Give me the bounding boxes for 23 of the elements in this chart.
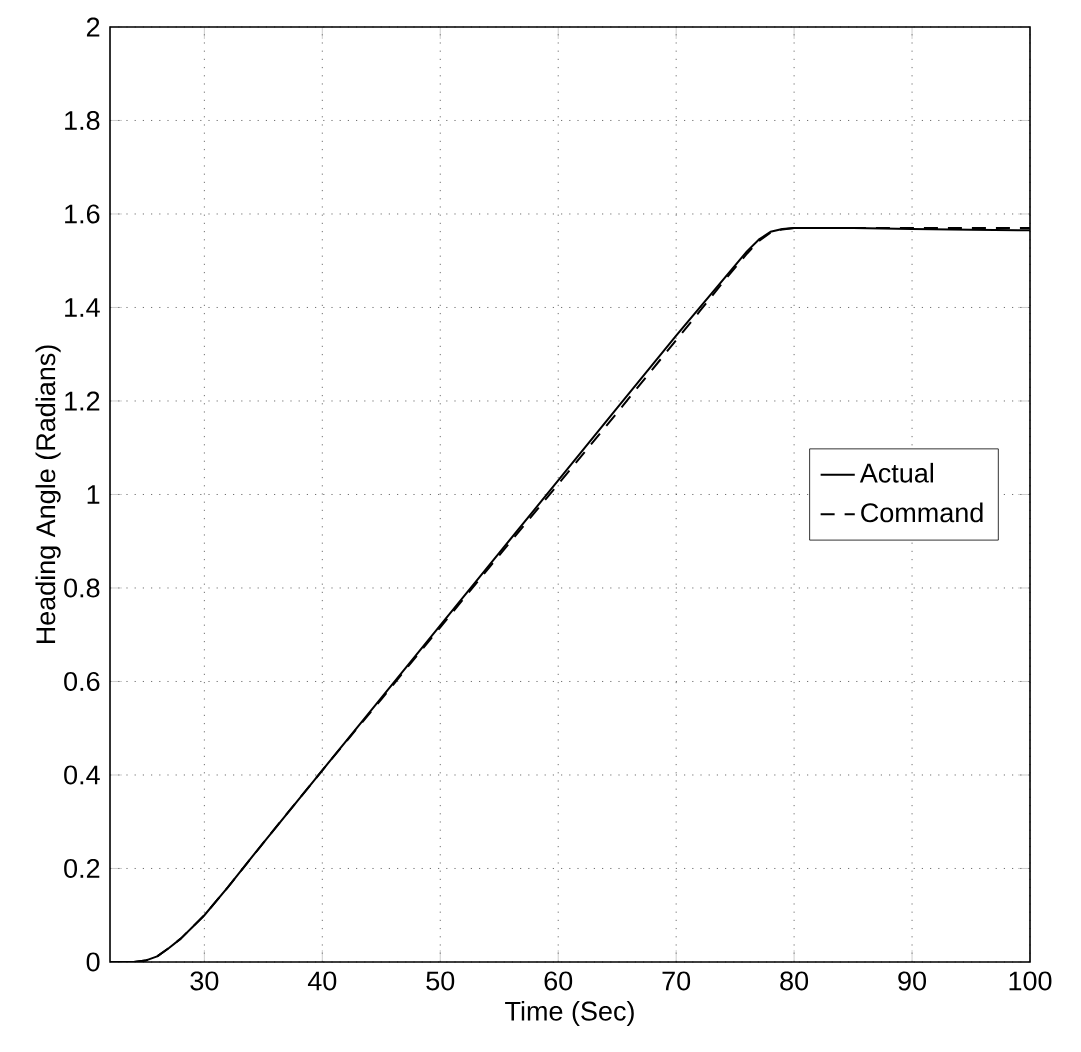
x-tick-label: 90 <box>898 971 927 991</box>
y-tick-label: 0.2 <box>64 858 100 879</box>
y-tick-label: 0.8 <box>64 578 100 598</box>
x-tick-label: 60 <box>544 971 573 991</box>
y-tick-label: 1.2 <box>65 391 100 411</box>
y-tick-label: 1.4 <box>65 298 100 317</box>
y-axis-title: Heading Angle (Radians) <box>35 345 61 644</box>
y-tick-label: 0.4 <box>64 765 100 785</box>
y-tick-label: 1.6 <box>65 204 100 224</box>
x-tick-label: 30 <box>190 971 219 991</box>
y-tick-label: 1 <box>87 485 100 504</box>
x-tick-label: 80 <box>780 971 809 991</box>
x-tick-label: 50 <box>426 971 455 991</box>
y-tick-label: 1.8 <box>65 110 100 131</box>
x-tick-label: 70 <box>662 971 691 991</box>
y-tick-label: 2 <box>86 17 100 37</box>
legend-label: Command <box>861 502 983 523</box>
x-tick-label: 40 <box>307 971 337 991</box>
legend-label: Actual <box>859 462 934 483</box>
x-axis-title: Time (Sec) <box>505 1000 634 1027</box>
x-tick-label: 100 <box>1009 971 1052 991</box>
y-tick-label: 0.6 <box>64 671 100 692</box>
y-tick-label: 0 <box>86 952 100 972</box>
